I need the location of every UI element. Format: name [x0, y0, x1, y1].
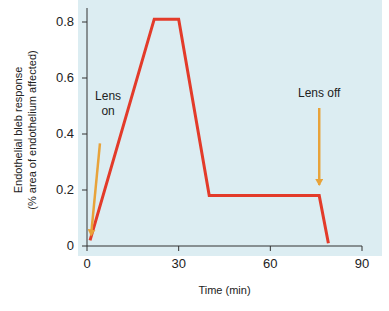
y-tick: [82, 22, 87, 23]
y-axis-label: (% area of endothelium affected): [26, 50, 38, 209]
y-tick: [82, 78, 87, 79]
annotation-text: Lens off: [298, 86, 341, 100]
annotation-text: on: [101, 104, 114, 118]
y-tick: [82, 190, 87, 191]
y-tick-label: 0.4: [56, 126, 74, 141]
plot-background: [78, 0, 382, 256]
y-tick-label: 0.6: [56, 70, 74, 85]
y-tick: [82, 246, 87, 247]
chart-root: 0 0.2 0.4 0.6 0.8 0 30 60 90 Time (min) Endothelia…: [0, 0, 389, 311]
annotation-arrow: [91, 143, 100, 235]
x-tick-label: 30: [171, 256, 185, 271]
x-axis-label: Time (min): [198, 284, 250, 296]
annotation-text: Lens: [95, 89, 121, 103]
y-tick-label: 0: [67, 238, 74, 253]
x-tick: [362, 246, 363, 251]
x-tick-label: 90: [355, 256, 369, 271]
y-axis: [87, 8, 88, 246]
x-tick-label: 0: [83, 256, 90, 271]
series-group: [90, 19, 328, 243]
y-axis-label: Endothelial bleb response: [12, 67, 24, 194]
x-tick: [270, 246, 271, 251]
x-tick: [87, 246, 88, 251]
y-tick-label: 0.8: [56, 14, 74, 29]
data-line: [90, 19, 328, 243]
x-tick: [178, 246, 179, 251]
x-tick-label: 60: [263, 256, 277, 271]
y-tick: [82, 134, 87, 135]
chart: 0 0.2 0.4 0.6 0.8 0 30 60 90 Time (min) Endothelia…: [0, 0, 389, 311]
annotation-arrow: [318, 108, 321, 185]
x-axis: [87, 246, 362, 247]
y-tick-label: 0.2: [56, 182, 74, 197]
